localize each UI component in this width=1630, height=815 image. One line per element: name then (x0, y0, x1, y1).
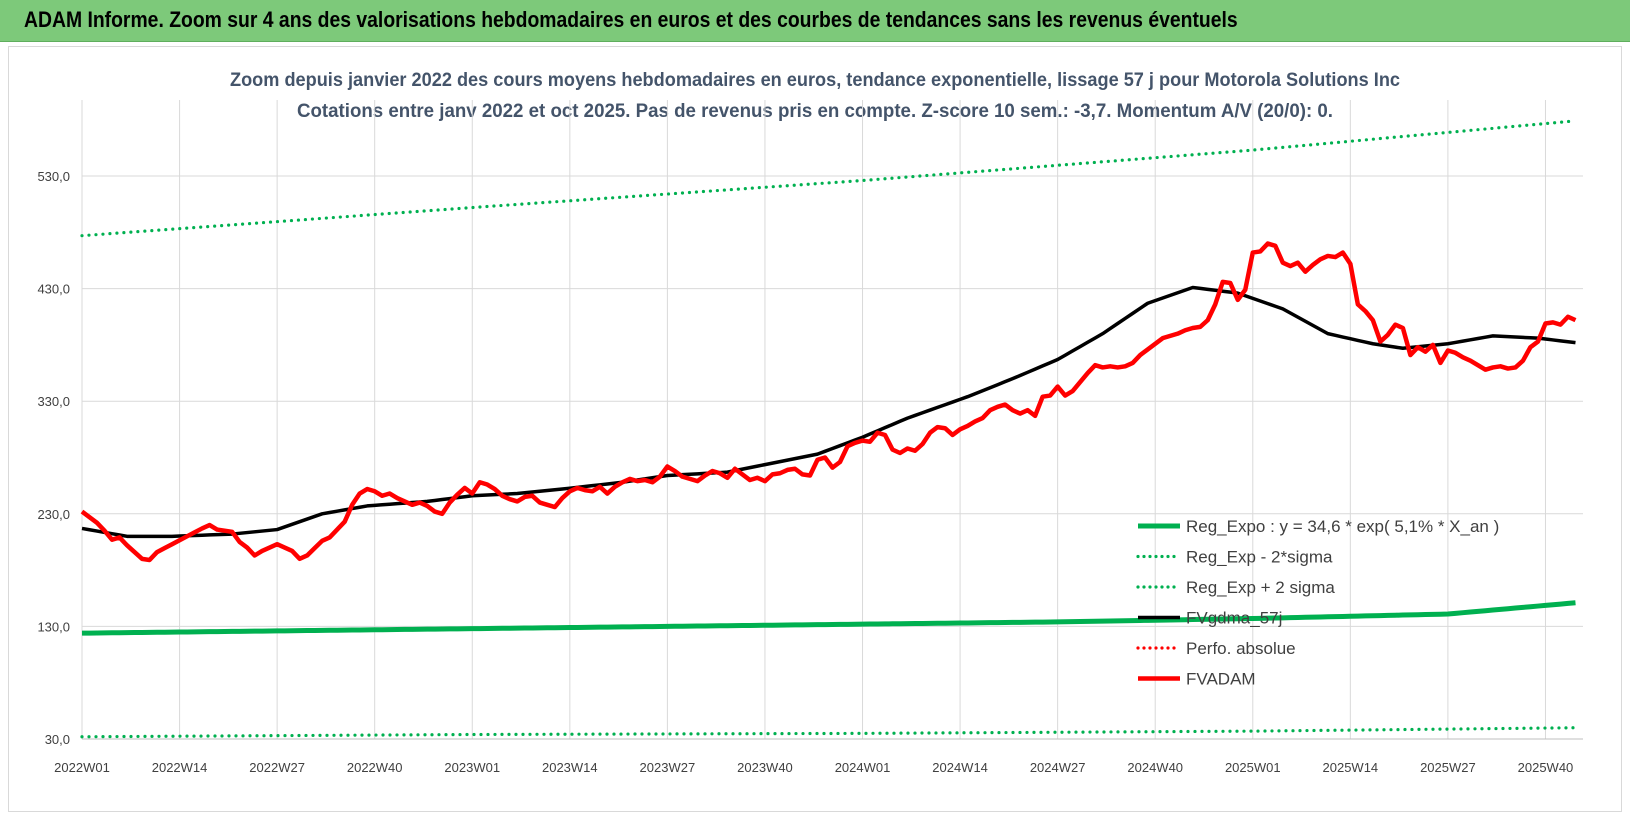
legend-label-1: Reg_Exp - 2*sigma (1186, 548, 1333, 567)
y-tick-label: 230,0 (37, 507, 70, 522)
x-tick-label: 2023W40 (737, 760, 793, 775)
x-tick-label: 2023W27 (640, 760, 696, 775)
x-tick-label: 2025W27 (1420, 760, 1476, 775)
x-tick-label: 2024W40 (1127, 760, 1183, 775)
series-line-5 (80, 241, 1577, 563)
x-tick-label: 2025W01 (1225, 760, 1281, 775)
header-bar: ADAM Informe. Zoom sur 4 ans des valoris… (0, 0, 1630, 42)
series-line-0 (81, 600, 1576, 636)
x-tick-label: 2025W40 (1518, 760, 1574, 775)
series-line-1 (80, 726, 1578, 739)
legend: Reg_Expo : y = 34,6 * exp( 5,1% * X_an )… (1136, 517, 1499, 689)
series-line-3 (81, 285, 1576, 539)
x-tick-label: 2023W14 (542, 760, 598, 775)
y-axis: 30,0 130,0 230,0 330,0 430,0 530,0 (37, 169, 70, 747)
y-tick-label: 330,0 (37, 394, 70, 409)
legend-label-4: Perfo. absolue (1186, 639, 1296, 658)
y-tick-label: 130,0 (37, 619, 70, 634)
chart-frame (8, 46, 1622, 812)
x-tick-label: 2022W01 (54, 760, 110, 775)
legend-label-3: FVgdma_57j (1186, 609, 1282, 628)
x-tick-label: 2024W27 (1030, 760, 1086, 775)
x-tick-label: 2024W14 (932, 760, 988, 775)
y-tick-label: 530,0 (37, 169, 70, 184)
x-tick-label: 2023W01 (444, 760, 500, 775)
legend-label-0: Reg_Expo : y = 34,6 * exp( 5,1% * X_an ) (1186, 517, 1499, 536)
x-axis: 2022W01 2022W14 2022W27 2022W40 2023W01 2023W… (54, 738, 1583, 775)
y-tick-label: 30,0 (45, 732, 70, 747)
legend-label-5: FVADAM (1186, 670, 1256, 689)
x-tick-label: 2022W40 (347, 760, 403, 775)
x-tick-label: 2025W14 (1323, 760, 1379, 775)
x-tick-label: 2022W14 (152, 760, 208, 775)
header-title: ADAM Informe. Zoom sur 4 ans des valoris… (24, 7, 1238, 32)
x-tick-label: 2024W01 (835, 760, 891, 775)
chart-title-line2: Cotations entre janv 2022 et oct 2025. P… (297, 101, 1333, 122)
series-line-2 (80, 119, 1578, 238)
legend-label-2: Reg_Exp + 2 sigma (1186, 578, 1335, 597)
plot-area (80, 119, 1578, 739)
x-tick-label: 2022W27 (249, 760, 305, 775)
y-tick-label: 430,0 (37, 282, 70, 297)
chart-grid (81, 100, 1583, 739)
chart-title-line1: Zoom depuis janvier 2022 des cours moyen… (230, 70, 1400, 91)
